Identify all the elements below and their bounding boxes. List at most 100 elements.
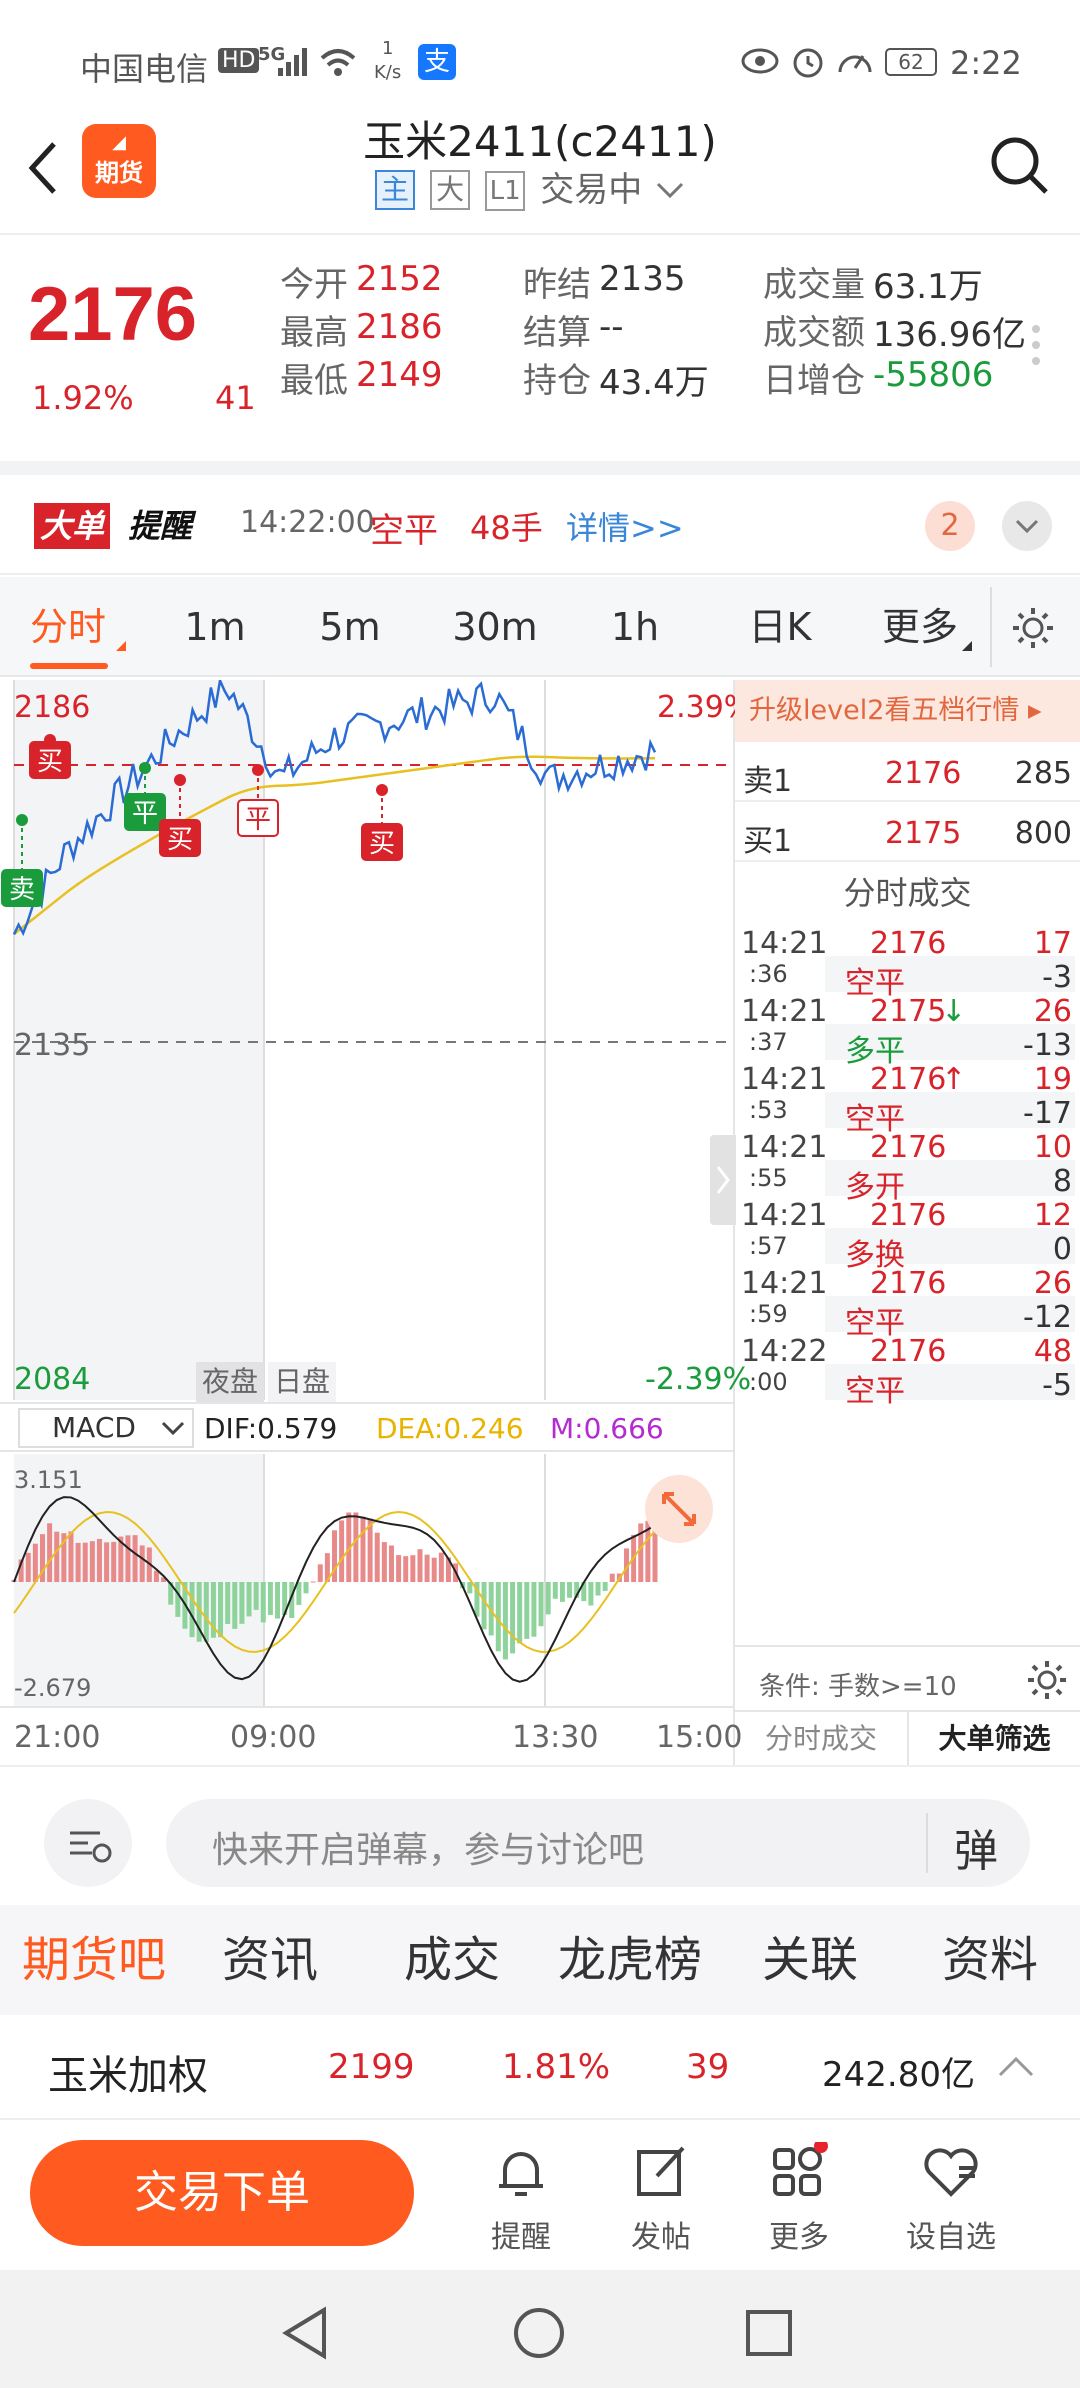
tab-1m[interactable]: 1m <box>184 605 246 649</box>
trade-delta: 0 <box>1052 1232 1072 1267</box>
trade-delta: 8 <box>1052 1164 1072 1199</box>
tab-day-k[interactable]: 日K <box>748 605 812 649</box>
trade-volume: 48 <box>1033 1334 1072 1369</box>
tab-news[interactable]: 资讯 <box>221 1932 318 1988</box>
add-watchlist-button[interactable]: 设自选 <box>896 2142 1006 2256</box>
tab-more[interactable]: 更多 <box>881 605 958 649</box>
trade-delta: -12 <box>1023 1300 1072 1335</box>
macd-bar <box>54 1531 60 1582</box>
filter-gear-icon[interactable] <box>1025 1658 1069 1702</box>
nav-back-icon[interactable] <box>280 2306 330 2360</box>
macd-bar <box>324 1553 330 1582</box>
more-dots-icon[interactable] <box>1032 325 1040 365</box>
weighted-name: 玉米加权 <box>48 2053 208 2099</box>
trade-price: 2176 <box>870 1334 947 1369</box>
stat-label: 最低 <box>280 361 348 401</box>
back-arrow-icon[interactable] <box>22 138 62 198</box>
indicator-select[interactable]: MACD <box>18 1408 194 1448</box>
clock: 2:22 <box>950 44 1022 82</box>
trade-delta: -5 <box>1042 1368 1072 1403</box>
macd-bar <box>538 1582 544 1627</box>
trade-order-button[interactable]: 交易下单 <box>30 2140 414 2246</box>
signal-marker <box>361 823 403 861</box>
signal-dot <box>174 774 186 786</box>
trade-row: 14:21 2175 ↓ 26:37 多平 -13 <box>735 994 1080 1069</box>
signal-marker-label: 平 <box>132 799 158 829</box>
macd-bar <box>581 1582 587 1602</box>
trade-volume: 26 <box>1033 1266 1072 1301</box>
tab-big-order-filter[interactable]: 大单筛选 <box>938 1722 1051 1755</box>
tab-1h[interactable]: 1h <box>610 605 660 649</box>
search-icon[interactable] <box>988 134 1050 196</box>
bid-row: 买1 2175 800 <box>735 802 1080 862</box>
signal-dot <box>139 762 151 774</box>
trade-delta: -17 <box>1023 1096 1072 1131</box>
tab-profile[interactable]: 资料 <box>941 1932 1038 1988</box>
signal-marker <box>237 799 279 837</box>
chevron-down-icon[interactable] <box>655 178 685 202</box>
macd-bar <box>317 1564 323 1582</box>
chevron-up-icon[interactable] <box>996 2053 1036 2079</box>
ask-row: 卖1 2176 285 <box>735 742 1080 802</box>
chart-area[interactable]: 卖买平买平买 2186 2.39% 2135 2084 -2.39% 夜盘 日盘… <box>0 680 752 1765</box>
tab-trades[interactable]: 成交 <box>403 1932 500 1988</box>
alert-detail-link[interactable]: 详情>> <box>566 509 684 547</box>
macd-bar <box>602 1582 608 1591</box>
high-label: 2186 <box>14 690 91 725</box>
tab-30m[interactable]: 30m <box>452 605 538 649</box>
macd-bar <box>624 1548 630 1582</box>
tab-forum[interactable]: 期货吧 <box>21 1932 166 1988</box>
big-order-logo: 大单 <box>34 503 111 549</box>
macd-header: MACD DIF:0.579 DEA:0.246 M:0.666 <box>0 1402 735 1452</box>
weighted-index-row[interactable]: 玉米加权 2199 1.81% 39 242.80亿 <box>0 2015 1080 2120</box>
nav-recents-icon[interactable] <box>744 2308 794 2358</box>
macd-bar <box>267 1582 273 1615</box>
night-session-label: 夜盘 <box>196 1362 265 1402</box>
macd-bar <box>75 1542 81 1582</box>
danmaku-toggle-button[interactable]: 弹 <box>954 1826 998 1877</box>
big-order-alert[interactable]: 大单 提醒 14:22:00 空平 48手 详情>> 2 <box>0 475 1080 575</box>
quote-panel: 2176 1.92% 41 今开 2152 昨结 2135 成交量 63.1万 最高 2186… <box>0 235 1080 475</box>
macd-bar <box>431 1557 437 1582</box>
gear-icon[interactable] <box>1010 605 1056 651</box>
macd-bar <box>239 1582 245 1624</box>
trade-row: 14:21 2176 26:59 空平 -12 <box>735 1266 1080 1341</box>
period-tabs: 分时 1m 5m 30m 1h 日K 更多 <box>0 577 1080 677</box>
macd-bar <box>545 1582 551 1615</box>
trade-arrow: ↓ <box>941 994 967 1029</box>
macd-bar <box>296 1582 302 1605</box>
macd-bar <box>289 1582 295 1619</box>
trade-list: 14:21 2176 17:36 空平 -3 14:21 2175 ↓ 26:37 多平 -13 14… <box>735 926 1080 1409</box>
macd-dea: DEA:0.246 <box>376 1412 524 1445</box>
fullscreen-icon[interactable] <box>644 1474 714 1544</box>
danmaku-settings-icon[interactable] <box>44 1799 132 1887</box>
change-pct: 1.92% <box>32 379 134 417</box>
stat-label: 结算 <box>523 313 591 353</box>
more-button[interactable]: 更多 <box>744 2139 854 2256</box>
trade-seconds: :59 <box>749 1300 788 1328</box>
trade-row: 14:21 2176 17:36 空平 -3 <box>735 926 1080 1001</box>
tab-related[interactable]: 关联 <box>761 1932 858 1988</box>
danmaku-input[interactable]: 快来开启弹幕，参与讨论吧 弹 <box>166 1799 1030 1887</box>
nav-home-icon[interactable] <box>512 2306 566 2360</box>
tab-5m[interactable]: 5m <box>319 605 381 649</box>
trade-type: 多开 <box>845 1170 905 1205</box>
trade-row: 14:22 2176 48:00 空平 -5 <box>735 1334 1080 1409</box>
macd-chart[interactable] <box>0 1454 735 1706</box>
macd-bar <box>645 1520 651 1582</box>
trade-price: 2176 <box>870 926 947 961</box>
trade-type: 空平 <box>845 1102 905 1137</box>
expand-handle[interactable] <box>710 1135 736 1225</box>
tab-fenshi[interactable]: 分时 <box>29 605 106 649</box>
macd-bar <box>574 1582 580 1598</box>
tab-dragon-tiger[interactable]: 龙虎榜 <box>557 1932 702 1988</box>
remind-button[interactable]: 提醒 <box>466 2142 576 2256</box>
tab-trade-detail[interactable]: 分时成交 <box>764 1722 877 1755</box>
filter-condition: 条件: 手数>=10 <box>759 1672 957 1702</box>
post-button[interactable]: 发帖 <box>606 2142 716 2256</box>
upgrade-level2-banner[interactable]: 升级level2看五档行情 ▸ <box>735 680 1080 742</box>
alert-expand-icon[interactable] <box>1002 501 1052 551</box>
macd-bar <box>367 1518 373 1582</box>
signal-marker <box>159 819 201 857</box>
